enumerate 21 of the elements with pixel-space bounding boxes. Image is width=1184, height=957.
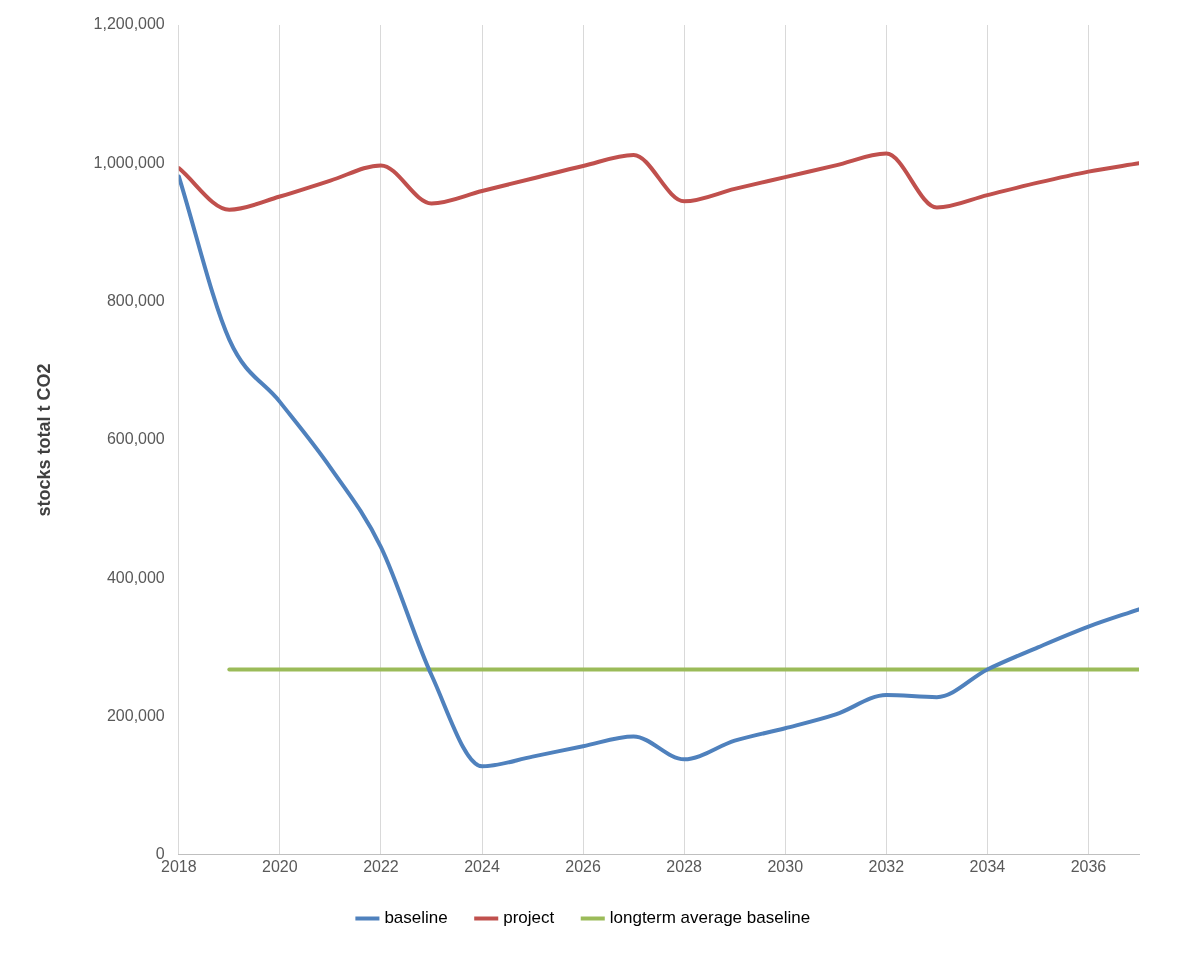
legend-label: longterm average baseline [609, 908, 811, 928]
x-tick-label: 2022 [363, 857, 399, 875]
y-tick-label: 600,000 [106, 430, 165, 448]
y-tick-label: 1,200,000 [93, 15, 165, 33]
y-axis-title: stocks total t CO2 [33, 363, 54, 517]
y-tick-label: 800,000 [106, 292, 165, 310]
legend-label: project [503, 908, 555, 928]
legend-label: baseline [384, 908, 448, 928]
y-tick-label: 200,000 [106, 706, 165, 724]
x-tick-label: 2034 [969, 857, 1006, 875]
x-tick-label: 2028 [666, 857, 703, 875]
x-tick-label: 2030 [767, 857, 804, 875]
x-tick-label: 2036 [1070, 857, 1107, 875]
x-tick-label: 2032 [868, 857, 905, 875]
x-tick-label: 2026 [565, 857, 601, 875]
y-tick-label: 400,000 [106, 568, 165, 586]
line-series [178, 174, 1139, 769]
x-tick-label: 2024 [464, 857, 500, 875]
y-tick-label: 1,000,000 [93, 153, 165, 171]
x-tick-label: 2020 [262, 857, 298, 875]
line-series [178, 151, 1139, 212]
